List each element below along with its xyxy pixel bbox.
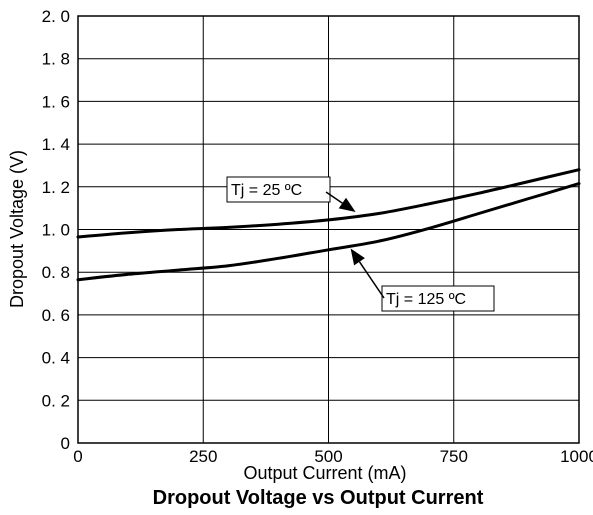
series-line-tj-125c [76,182,581,282]
y-tick-label-7: 1. 4 [42,135,70,154]
annotation-box [226,176,331,203]
series-line-tj-25c [76,168,581,239]
chart-title: Dropout Voltage vs Output Current [153,487,484,509]
annotation-label: Tj = 125 ºC [386,291,466,308]
tick-labels: 0 0. 2 0. 4 0. 6 0. 8 1. 0 1. 2 1. 4 1. 6 1. 8 2. … [42,7,593,466]
y-tick-label-6: 1. 2 [42,178,70,197]
series-lines [76,168,581,282]
x-tick-label-2: 500 [314,447,342,466]
x-tick-label-1: 250 [189,447,217,466]
y-axis-label: Dropout Voltage (V) [7,150,27,308]
y-tick-label-10: 2. 0 [42,7,70,26]
annotation-label: Tj = 25 ºC [231,182,302,199]
x-tick-label-0: 0 [73,447,82,466]
x-axis-label: Output Current (mA) [243,463,406,483]
x-tick-label-3: 750 [440,447,468,466]
y-tick-label-2: 0. 4 [42,349,70,368]
y-tick-label-1: 0. 2 [42,391,70,410]
x-tick-label-4: 1000 [560,447,593,466]
annotation-arrowhead [350,248,365,266]
y-tick-label-0: 0 [61,434,70,453]
annotation-tj-25c: Tj = 25 ºC [226,176,356,212]
annotation-arrow-line [325,191,343,204]
annotation-arrowhead [338,197,356,212]
y-tick-label-5: 1. 0 [42,221,70,240]
y-tick-label-4: 0. 8 [42,263,70,282]
annotation-box [381,285,495,312]
annotation-arrow-line [358,261,385,299]
y-tick-label-8: 1. 6 [42,92,70,111]
plot-frame [77,15,580,444]
annotation-tj-125c: Tj = 125 ºC [350,248,495,312]
annotations: Tj = 25 ºC Tj = 125 ºC [226,176,495,312]
y-tick-label-9: 1. 8 [42,50,70,69]
y-tick-label-3: 0. 6 [42,306,70,325]
